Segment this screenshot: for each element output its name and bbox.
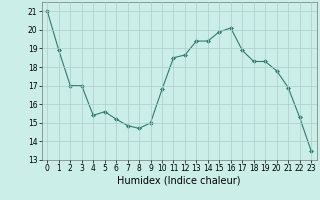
X-axis label: Humidex (Indice chaleur): Humidex (Indice chaleur) xyxy=(117,176,241,186)
